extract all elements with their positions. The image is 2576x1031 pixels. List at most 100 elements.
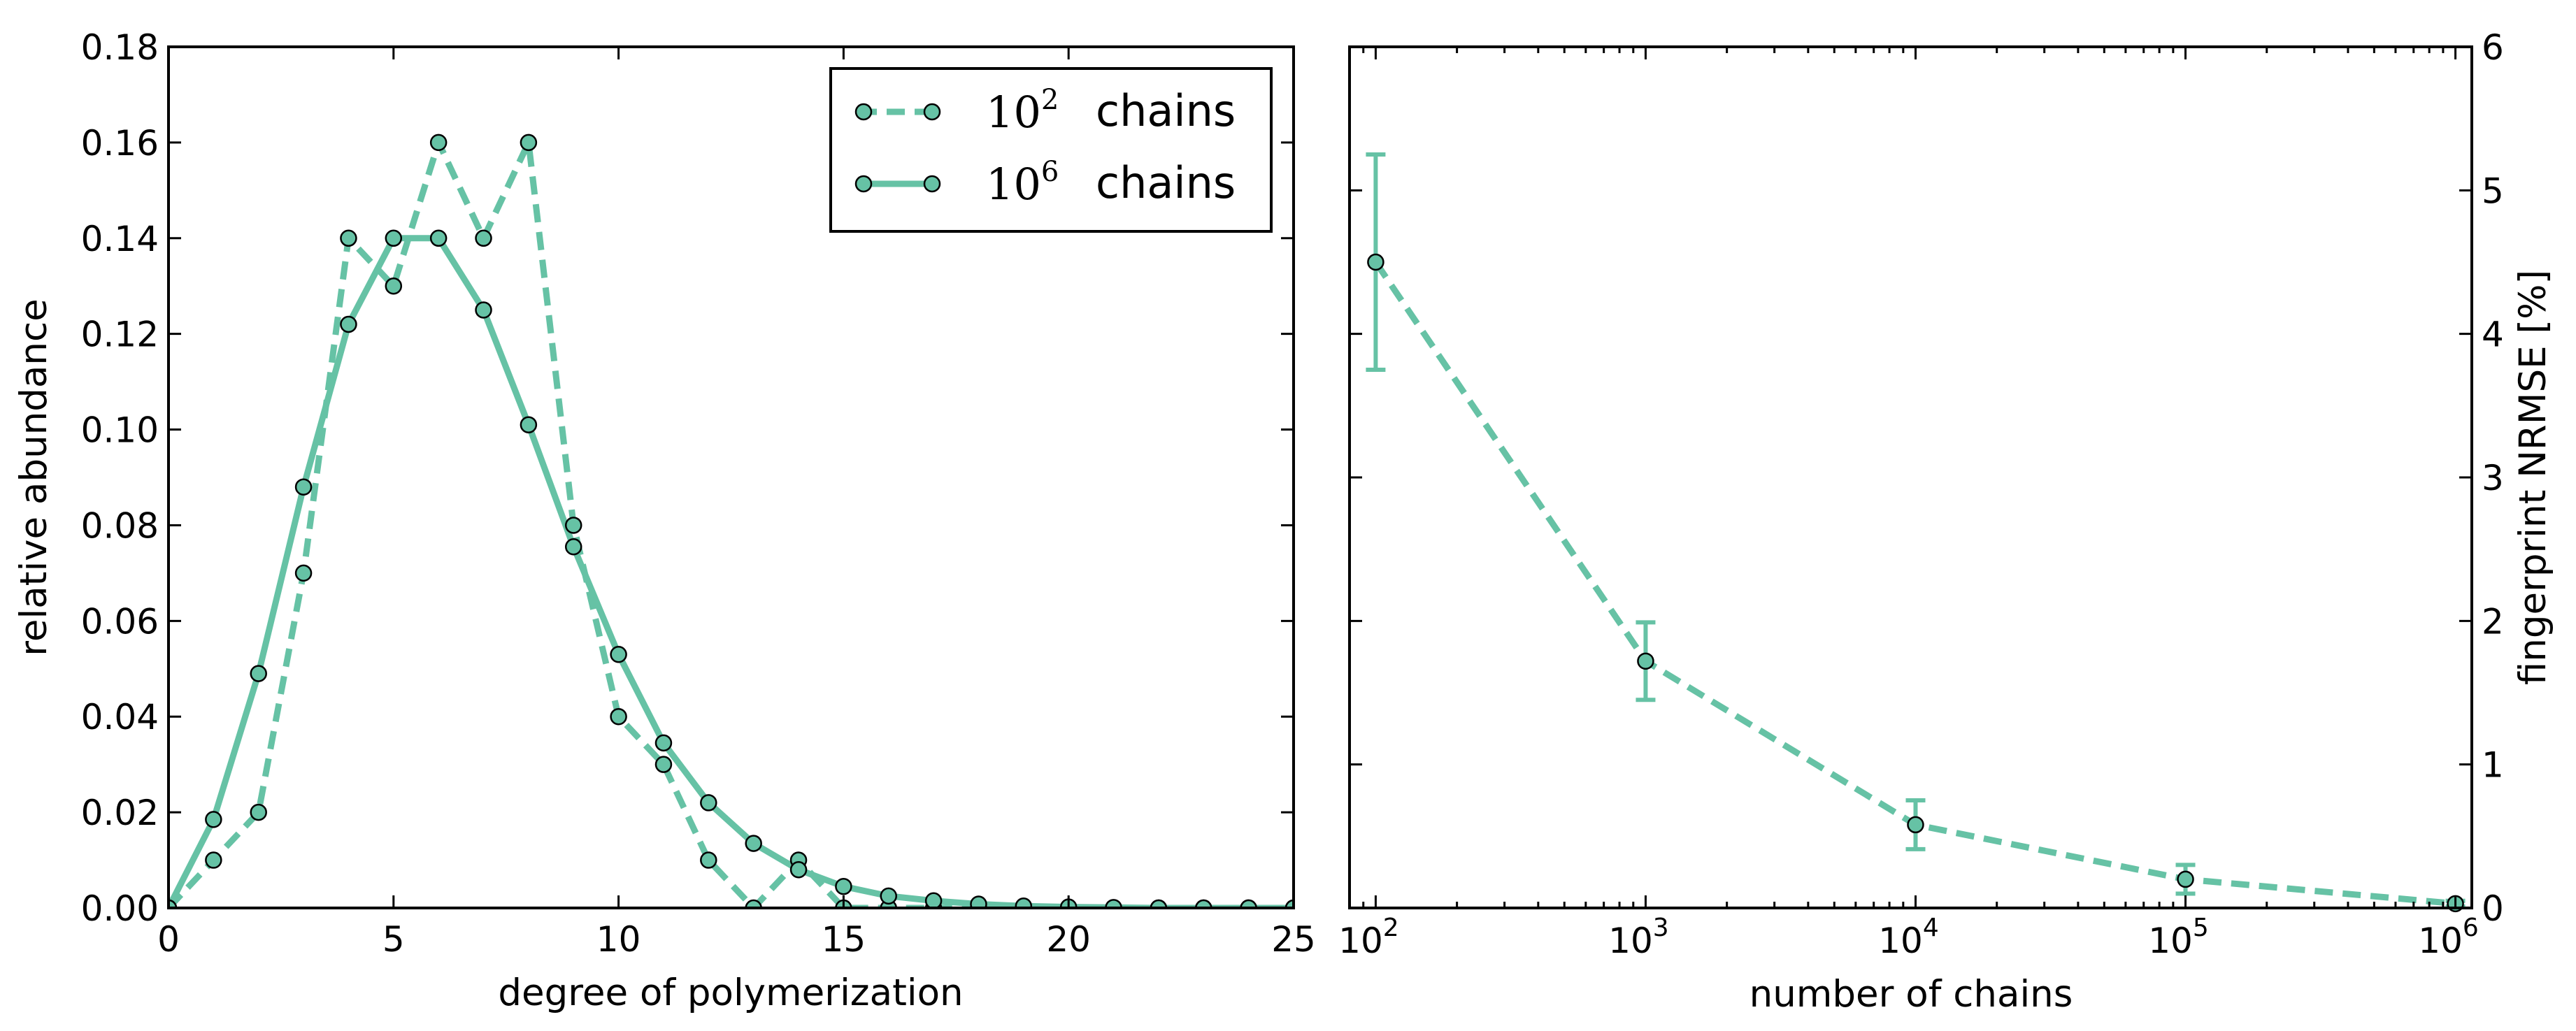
y-tick-label: 6	[2482, 27, 2504, 68]
x-tick-label: 104	[1878, 914, 1939, 961]
x-tick-base: 10	[1608, 921, 1653, 961]
data-point-1e6	[340, 315, 357, 333]
y-tick-label: 0.08	[81, 505, 159, 546]
x-tick-label: 105	[2148, 914, 2209, 961]
series-line-1e6	[169, 235, 1294, 908]
legend-label-text: chains	[1096, 157, 1236, 208]
y-tick-label: 0.06	[81, 601, 159, 642]
y-tick-label: 0.18	[81, 27, 159, 68]
x-tick-exp: 4	[1923, 914, 1939, 942]
data-point-1e6	[1285, 899, 1294, 908]
data-point-1e6	[429, 229, 448, 247]
data-point-1e6	[880, 887, 898, 905]
data-point-1e6	[745, 835, 762, 852]
series-line-1e2	[169, 139, 1294, 908]
x-tick-exp: 5	[2193, 914, 2209, 942]
data-point-1e2	[429, 134, 448, 152]
legend-label-text: chains	[1096, 85, 1236, 136]
x-tick-label: 15	[822, 919, 866, 960]
data-point-1e6	[1015, 897, 1033, 908]
legend-box	[829, 67, 1273, 233]
x-tick-label: 10	[596, 919, 641, 960]
x-tick-base: 10	[1878, 921, 1923, 961]
legend-entry-1e6: 106 chains	[854, 156, 1236, 210]
left-chart-panel: 0 5 10 15 20 25 0.00 0.02 0.04 0.06 0.08 0.10 0.12 0.…	[13, 27, 1316, 1014]
data-point-nrmse	[1907, 816, 1924, 834]
y-tick-label: 0.02	[81, 793, 159, 833]
y-tick-label: 3	[2482, 458, 2504, 498]
data-point-1e2	[250, 803, 267, 821]
data-point-1e2	[205, 851, 222, 869]
y-tick-label: 2	[2482, 601, 2504, 642]
data-point-nrmse	[1637, 652, 1654, 670]
data-point-1e6	[250, 665, 267, 682]
legend-marker	[854, 103, 873, 121]
right-x-axis-title: number of chains	[1749, 973, 2073, 1016]
data-point-1e6	[654, 734, 673, 752]
data-point-1e6	[475, 301, 492, 319]
legend-exp: 6	[1041, 156, 1059, 188]
data-point-1e6	[835, 877, 852, 895]
data-point-1e6	[700, 794, 717, 812]
data-point-1e6	[520, 416, 538, 433]
data-point-nrmse	[2177, 870, 2194, 888]
data-point-1e6	[924, 892, 943, 908]
right-series-layer	[1366, 152, 2466, 913]
data-point-1e6	[970, 895, 987, 908]
x-tick-label: 25	[1271, 919, 1316, 960]
left-axes-frame	[167, 45, 1295, 909]
y-tick-label: 0.00	[81, 888, 159, 929]
legend-label-base: 106	[986, 156, 1059, 210]
y-tick-label: 0.04	[81, 697, 159, 737]
x-tick-label: 103	[1608, 914, 1669, 961]
data-point-1e2	[700, 851, 717, 869]
data-point-nrmse	[1367, 253, 1384, 271]
legend-marker	[923, 103, 941, 121]
y-tick-label: 0.10	[81, 410, 159, 451]
data-point-1e6	[294, 478, 313, 496]
x-tick-exp: 2	[1383, 914, 1399, 942]
legend: 102 chains 106 chains	[829, 67, 1273, 233]
left-series-layer	[169, 134, 1294, 908]
y-tick-label: 5	[2482, 171, 2504, 211]
data-point-1e6	[205, 811, 222, 828]
legend-marker	[923, 175, 941, 193]
data-point-1e2	[385, 277, 403, 295]
legend-label-base: 102	[986, 84, 1059, 138]
data-point-1e2	[294, 564, 313, 582]
y-tick-label: 0.16	[81, 123, 159, 164]
x-tick-exp: 6	[2463, 914, 2479, 942]
data-point-1e2	[654, 756, 673, 773]
data-point-1e6	[789, 860, 808, 879]
legend-marker	[854, 175, 873, 193]
right-y-axis-title: fingerprint NRMSE [%]	[2512, 270, 2554, 685]
data-point-1e6	[1240, 899, 1257, 908]
data-point-1e2	[745, 899, 762, 908]
data-point-1e2	[564, 517, 582, 534]
data-point-1e2	[340, 229, 357, 247]
x-tick-exp: 3	[1653, 914, 1669, 942]
data-point-1e2	[475, 229, 492, 247]
legend-exp: 2	[1041, 84, 1059, 116]
x-tick-label: 5	[382, 919, 405, 960]
left-x-axis-title: degree of polymerization	[498, 972, 963, 1014]
x-tick-label: 106	[2418, 914, 2479, 961]
x-tick-base: 10	[2148, 921, 2193, 961]
y-tick-label: 0.14	[81, 219, 159, 259]
left-y-axis-title: relative abundance	[13, 298, 55, 656]
y-tick-label: 0.12	[81, 315, 159, 355]
left-ticks: 0 5 10 15 20 25 0.00 0.02 0.04 0.06 0.08 0.10 0.12 0.…	[81, 27, 1316, 960]
legend-base: 10	[986, 87, 1041, 138]
left-series-clip-group	[169, 134, 1294, 908]
x-tick-base: 10	[1338, 921, 1383, 961]
y-tick-label: 0	[2482, 888, 2504, 929]
data-point-1e6	[385, 229, 403, 247]
data-point-1e6	[610, 645, 627, 663]
legend-base: 10	[986, 159, 1041, 210]
x-tick-label: 102	[1338, 914, 1399, 961]
data-point-1e6	[564, 538, 582, 556]
x-tick-base: 10	[2418, 921, 2463, 961]
legend-entry-1e2: 102 chains	[854, 84, 1236, 138]
